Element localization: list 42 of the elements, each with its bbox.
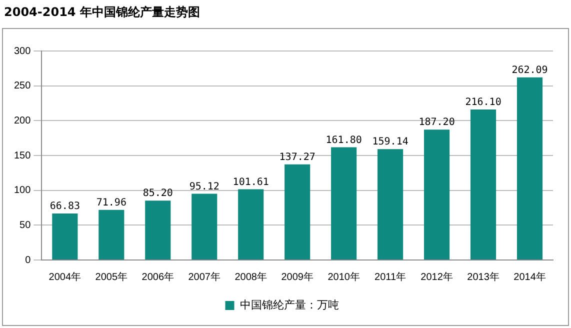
y-tick-label: 0 [25, 254, 32, 266]
bar [192, 194, 218, 260]
x-tick-label: 2004年 [48, 270, 82, 283]
data-label: 137.27 [279, 152, 316, 163]
bar [424, 130, 450, 260]
bar [238, 189, 264, 260]
data-label: 71.96 [96, 197, 126, 208]
bar [470, 109, 496, 260]
bar [52, 213, 78, 260]
data-label: 85.20 [142, 188, 173, 200]
x-tick-label: 2011年 [374, 270, 406, 283]
bar [145, 200, 171, 260]
y-tick-label: 300 [14, 46, 32, 57]
x-tick-label: 2013年 [467, 270, 500, 283]
data-label: 161.80 [326, 134, 362, 146]
data-label: 95.12 [189, 181, 220, 192]
x-tick-label: 2006年 [142, 270, 174, 283]
x-tick-label: 2014年 [514, 270, 546, 283]
y-tick-label: 250 [14, 80, 32, 92]
x-tick-label: 2005年 [95, 270, 128, 283]
x-tick-label: 2008年 [234, 270, 267, 283]
chart-title: 2004-2014 年中国锦纶产量走势图 [3, 4, 201, 21]
y-tick-label: 50 [20, 220, 32, 231]
x-tick-label: 2012年 [420, 270, 453, 283]
data-label: 66.83 [50, 201, 80, 212]
bar [98, 210, 124, 260]
data-label: 262.09 [512, 65, 548, 76]
data-label: 216.10 [465, 97, 502, 108]
bar [331, 147, 357, 260]
bar [378, 149, 404, 260]
x-tick-label: 2010年 [328, 270, 360, 283]
data-label: 101.61 [232, 176, 269, 188]
data-label: 187.20 [418, 117, 455, 128]
y-tick-label: 200 [14, 115, 32, 126]
y-tick-label: 150 [14, 150, 32, 162]
x-tick-label: 2009年 [281, 270, 314, 283]
legend-label: 中国锦纶产量：万吨 [240, 298, 339, 312]
x-tick-label: 2007年 [188, 270, 220, 283]
bar [516, 77, 543, 260]
data-label: 159.14 [372, 136, 408, 148]
y-tick-label: 100 [14, 185, 32, 196]
bar [284, 164, 310, 260]
